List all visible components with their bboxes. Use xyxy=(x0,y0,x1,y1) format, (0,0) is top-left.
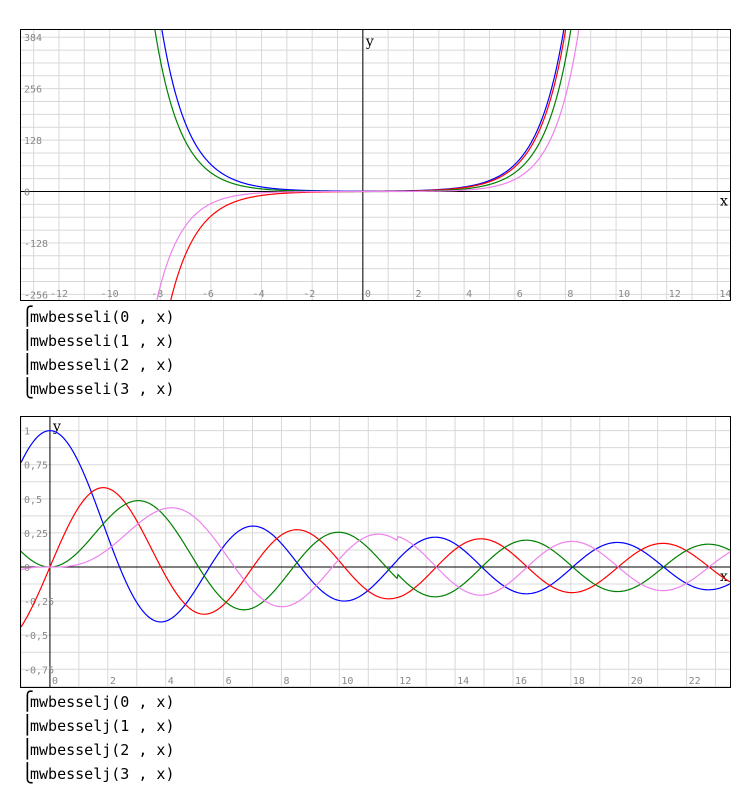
legend-entry: ⎧ mwbesseli(0 , x) xyxy=(22,305,175,329)
x-tick-label: -8 xyxy=(151,289,163,300)
besselj-legend: ⎧ mwbesselj(0 , x) ⎪ mwbesselj(1 , x) ⎪ mwb… xyxy=(22,690,175,786)
x-axis-label: x xyxy=(720,194,728,210)
x-tick-label: 0 xyxy=(365,289,371,300)
series-line-besseli-0 xyxy=(161,30,565,192)
legend-entry: ⎪ mwbesseli(1 , x) xyxy=(22,329,175,353)
x-tick-label: 4 xyxy=(168,676,174,687)
besselj-plot-svg: 0 2 4 6 8 10 12 14 16 18 20 2210,750,50,250-0,25-0,… xyxy=(21,417,730,687)
besselj-plot: 0 2 4 6 8 10 12 14 16 18 20 22 1 0,75 0,5 0,25 0 -0,25 -0,… xyxy=(20,416,731,688)
besseli-plot: -12 -10 -8 -6 -4 -2 0 2 4 6 8 10 12 14 384 256 128 0 -128 -… xyxy=(20,29,731,301)
y-tick-label: 0,5 xyxy=(24,495,42,506)
brace-glyph: ⎧ xyxy=(22,306,33,327)
y-tick-label: 256 xyxy=(24,85,42,96)
legend-label: mwbesselj(2 , x) xyxy=(30,741,175,759)
x-tick-label: 10 xyxy=(341,676,353,687)
x-tick-label: 6 xyxy=(517,289,523,300)
legend-label: mwbesseli(2 , x) xyxy=(30,356,175,374)
brace-glyph: ⎩ xyxy=(22,378,33,399)
legend-label: mwbesseli(1 , x) xyxy=(30,332,175,350)
brace-glyph: ⎩ xyxy=(22,763,33,784)
series-line-besseli-1 xyxy=(170,30,567,300)
x-tick-label: 2 xyxy=(110,676,116,687)
legend-label: mwbesselj(0 , x) xyxy=(30,693,175,711)
legend-entry: ⎪ mwbesselj(2 , x) xyxy=(22,738,175,762)
legend-entry: ⎧ mwbesselj(0 , x) xyxy=(22,690,175,714)
x-tick-label: 8 xyxy=(283,676,289,687)
legend-label: mwbesselj(1 , x) xyxy=(30,717,175,735)
series-line-besselj-2 xyxy=(21,500,730,611)
x-tick-label: 10 xyxy=(618,289,630,300)
x-tick-label: -4 xyxy=(253,289,265,300)
besseli-legend: ⎧ mwbesseli(0 , x) ⎪ mwbesseli(1 , x) ⎪ mwb… xyxy=(22,305,175,401)
legend-label: mwbesseli(3 , x) xyxy=(30,380,175,398)
y-tick-label: 384 xyxy=(24,33,42,44)
series-line-besseli-3 xyxy=(156,30,580,300)
x-axis-label: x xyxy=(720,569,728,585)
grid xyxy=(21,30,730,300)
x-tick-label: 12 xyxy=(399,676,411,687)
x-tick-label: 2 xyxy=(415,289,421,300)
x-tick-label: -6 xyxy=(202,289,214,300)
legend-label: mwbesselj(3 , x) xyxy=(30,765,175,783)
brace-glyph: ⎪ xyxy=(22,330,33,351)
x-tick-label: 20 xyxy=(631,676,643,687)
x-tick-label: 16 xyxy=(515,676,527,687)
x-tick-label: -2 xyxy=(303,289,315,300)
x-tick-label: -10 xyxy=(101,289,119,300)
y-tick-label: 0,75 xyxy=(24,461,48,472)
y-tick-label: -128 xyxy=(24,239,48,250)
x-tick-label: 6 xyxy=(226,676,232,687)
y-tick-label: 128 xyxy=(24,136,42,147)
besseli-plot-svg: -12 -10 -8 -6 -4 -2 0 2 4 6 8 10 12 14 384 256 128 0 -128 -… xyxy=(21,30,730,300)
legend-entry: ⎪ mwbesselj(1 , x) xyxy=(22,714,175,738)
series-line-besselj-0 xyxy=(21,430,730,623)
brace-glyph: ⎪ xyxy=(22,715,33,736)
y-tick-label: 0,25 xyxy=(24,529,48,540)
x-tick-label: -12 xyxy=(50,289,68,300)
x-tick-label: 4 xyxy=(466,289,472,300)
y-tick-label: 0 xyxy=(24,188,30,199)
y-axis-label: y xyxy=(365,34,374,50)
series-line-besselj-3 xyxy=(21,507,730,608)
x-tick-label: 0 xyxy=(52,676,58,687)
x-tick-label: 18 xyxy=(573,676,585,687)
y-tick-label: -256 xyxy=(24,290,48,300)
x-tick-label: 8 xyxy=(567,289,573,300)
brace-glyph: ⎪ xyxy=(22,354,33,375)
y-tick-label: 1 xyxy=(24,427,30,438)
brace-glyph: ⎪ xyxy=(22,739,33,760)
x-tick-label: 22 xyxy=(689,676,701,687)
legend-entry: ⎪ mwbesseli(2 , x) xyxy=(22,353,175,377)
series-line-besseli-2 xyxy=(154,30,572,193)
legend-entry: ⎩ mwbesselj(3 , x) xyxy=(22,762,175,786)
x-tick-label: 14 xyxy=(719,289,730,300)
legend-entry: ⎩ mwbesseli(3 , x) xyxy=(22,377,175,401)
y-tick-label: -0,75 xyxy=(24,665,54,676)
series-line-besselj-1 xyxy=(21,487,730,628)
x-tick-label: 12 xyxy=(669,289,681,300)
legend-label: mwbesseli(0 , x) xyxy=(30,308,175,326)
y-axis-label: y xyxy=(52,419,61,435)
brace-glyph: ⎧ xyxy=(22,691,33,712)
y-tick-label: -0,25 xyxy=(24,597,54,608)
y-tick-label: -0,5 xyxy=(24,631,48,642)
grid xyxy=(21,417,730,687)
x-tick-label: 14 xyxy=(457,676,469,687)
